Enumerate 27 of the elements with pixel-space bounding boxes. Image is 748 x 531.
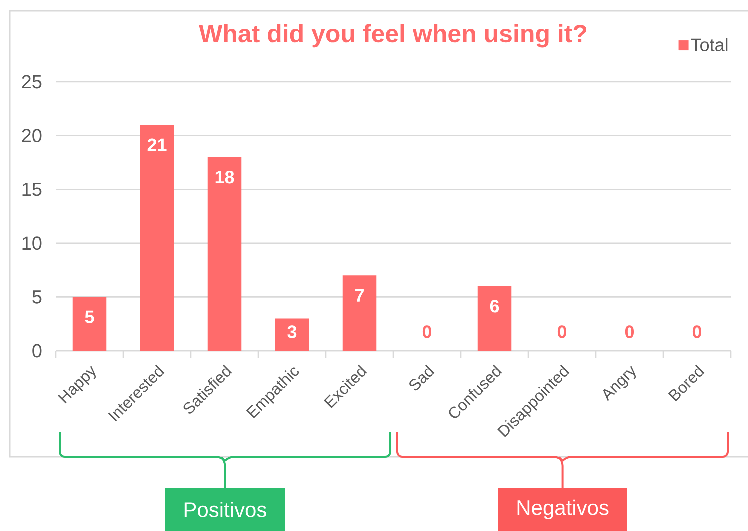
data-label: 3 — [288, 326, 297, 338]
data-label: 0 — [692, 326, 702, 338]
bar — [208, 157, 242, 351]
bar — [342, 276, 377, 351]
chart-title: What did you feel when using it? — [199, 24, 587, 48]
bar — [478, 286, 512, 351]
text: Negativos — [518, 500, 609, 520]
y-tick-label: 0 — [32, 344, 42, 358]
data-label: 21 — [148, 138, 167, 152]
data-label: 6 — [490, 300, 500, 313]
bar — [275, 318, 310, 351]
legend-label: Total — [691, 38, 728, 52]
data-label: 5 — [85, 310, 94, 324]
data-label: 7 — [356, 289, 364, 302]
data-label: 0 — [558, 326, 567, 338]
bar — [140, 125, 174, 351]
data-label: 0 — [422, 326, 432, 338]
y-tick-label: 15 — [22, 182, 42, 196]
data-label: 0 — [625, 326, 634, 338]
x-tick-label: Sad — [410, 364, 435, 391]
y-tick-label: 5 — [32, 290, 42, 304]
y-tick-label: 10 — [22, 236, 42, 250]
y-tick-label: 20 — [22, 129, 42, 143]
bar — [72, 297, 107, 351]
data-label: 18 — [216, 170, 234, 184]
y-tick-label: 25 — [22, 75, 42, 89]
text: Positivos — [184, 502, 266, 518]
